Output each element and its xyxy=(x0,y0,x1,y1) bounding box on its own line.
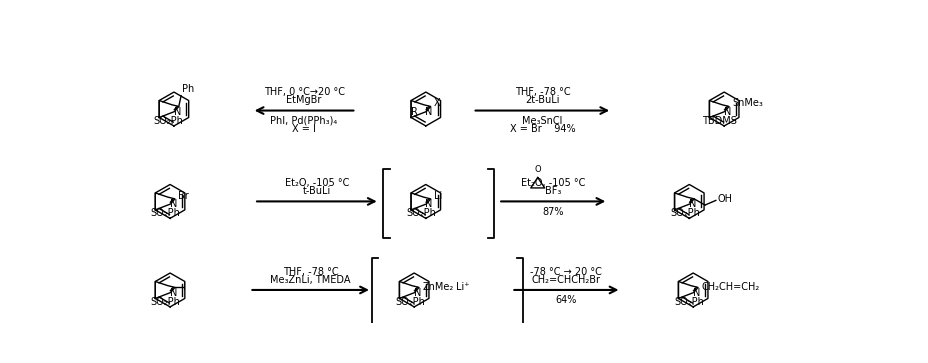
Text: TBDMS: TBDMS xyxy=(702,115,737,126)
Text: THF, 0 °C→20 °C: THF, 0 °C→20 °C xyxy=(264,87,344,97)
Text: Et₂O, -105 °C: Et₂O, -105 °C xyxy=(284,178,349,188)
Text: I: I xyxy=(183,282,187,293)
Text: SO₂Ph: SO₂Ph xyxy=(673,297,703,306)
Text: N: N xyxy=(425,200,432,209)
Text: Ph: Ph xyxy=(182,84,194,94)
Text: X = Br    94%: X = Br 94% xyxy=(509,124,574,134)
Text: Li⁺: Li⁺ xyxy=(456,282,470,293)
Text: O: O xyxy=(534,166,540,175)
Text: Li: Li xyxy=(433,191,442,201)
Text: Br: Br xyxy=(178,191,188,201)
Text: 87%: 87% xyxy=(542,207,563,217)
Text: EtMgBr: EtMgBr xyxy=(286,95,321,105)
Text: Me₃ZnLi, TMEDA: Me₃ZnLi, TMEDA xyxy=(270,274,351,285)
Text: -78 °C → 20 °C: -78 °C → 20 °C xyxy=(530,267,601,277)
Text: t-BuLi: t-BuLi xyxy=(303,186,330,196)
Text: CH₂CH=CH₂: CH₂CH=CH₂ xyxy=(701,282,758,293)
Text: X = I: X = I xyxy=(291,124,316,134)
Text: X: X xyxy=(433,98,440,109)
Text: PhI, Pd(PPh₃)₄: PhI, Pd(PPh₃)₄ xyxy=(270,116,337,126)
Text: N: N xyxy=(723,107,730,117)
Text: SO₂Ph: SO₂Ph xyxy=(150,297,181,306)
Text: Et₂O, -105 °C: Et₂O, -105 °C xyxy=(521,178,585,188)
Text: N: N xyxy=(170,288,177,298)
Text: R: R xyxy=(410,107,418,117)
Text: THF, -78 °C: THF, -78 °C xyxy=(282,267,338,277)
Text: N: N xyxy=(413,288,420,298)
Text: BF₃: BF₃ xyxy=(545,186,561,196)
Text: 2t-BuLi: 2t-BuLi xyxy=(524,95,559,105)
Text: SO₂Ph: SO₂Ph xyxy=(394,297,424,306)
Text: SO₂Ph: SO₂Ph xyxy=(150,208,181,218)
Text: N: N xyxy=(170,200,177,209)
Text: THF, -78 °C: THF, -78 °C xyxy=(514,87,570,97)
Text: N: N xyxy=(425,107,432,117)
Text: SO₂Ph: SO₂Ph xyxy=(669,208,699,218)
Text: N: N xyxy=(692,288,700,298)
Text: N: N xyxy=(174,107,181,117)
Text: SO₂Ph: SO₂Ph xyxy=(153,115,183,126)
Text: CH₂=CHCH₂Br: CH₂=CHCH₂Br xyxy=(532,274,600,285)
Text: N: N xyxy=(689,200,695,209)
Text: Z̅nMe₂: Z̅nMe₂ xyxy=(421,282,453,293)
Text: Me₃SnCl: Me₃SnCl xyxy=(522,116,562,126)
Text: SnMe₃: SnMe₃ xyxy=(731,98,762,109)
Text: 64%: 64% xyxy=(555,295,576,305)
Text: SO₂Ph: SO₂Ph xyxy=(406,208,436,218)
Text: OH: OH xyxy=(716,194,731,204)
